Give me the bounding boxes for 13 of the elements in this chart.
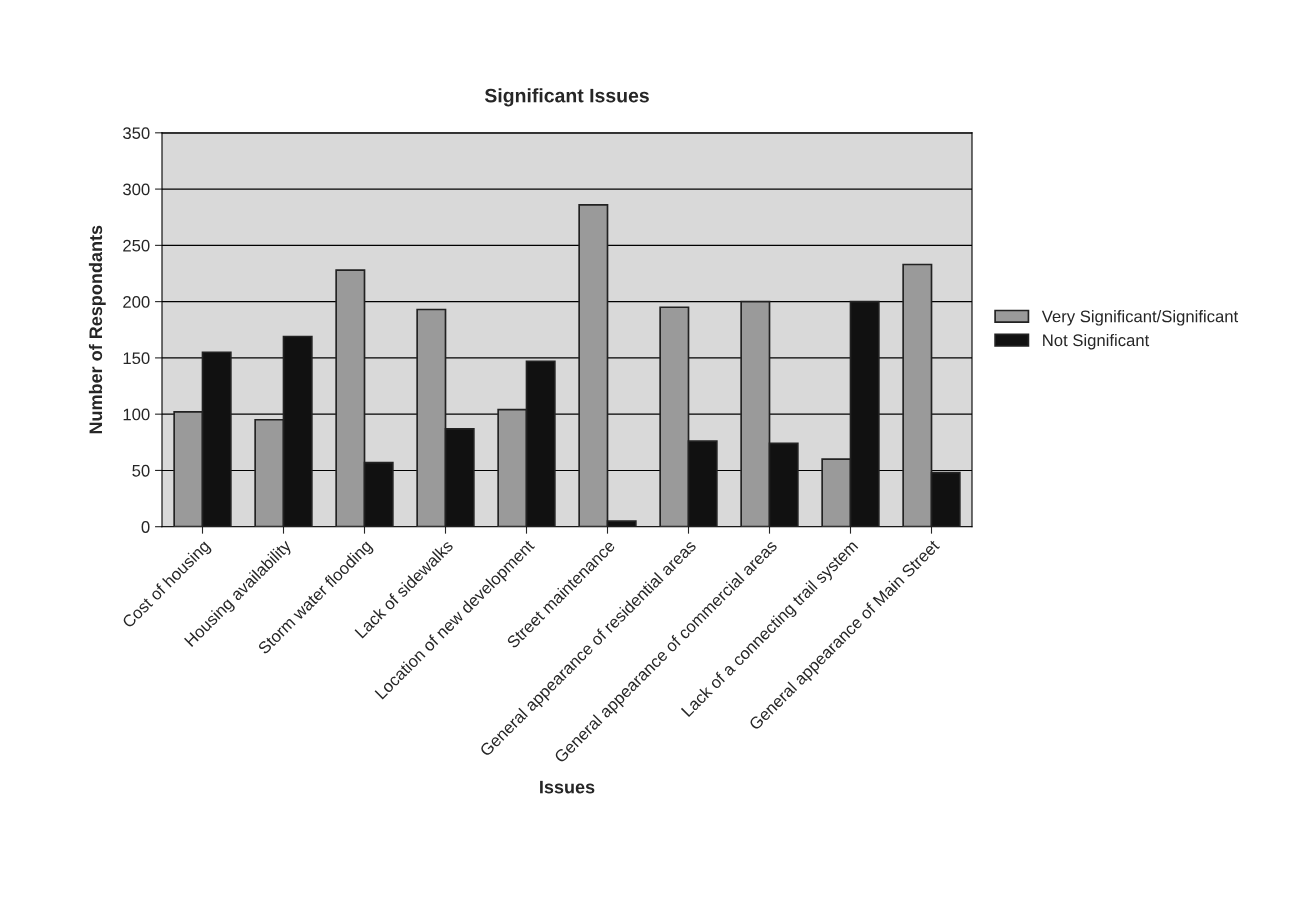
y-tick-label: 200 — [123, 296, 150, 308]
y-tick-label: 100 — [123, 408, 150, 421]
chart-title: Significant Issues — [484, 88, 649, 107]
y-tick-label: 0 — [141, 521, 150, 533]
y-axis-title: Number of Respondants — [88, 225, 106, 434]
y-tick-label: 250 — [123, 239, 150, 252]
legend-label: Very Significant/Significant — [1041, 310, 1239, 326]
y-tick-label: 50 — [132, 464, 150, 477]
y-tick-label: 300 — [123, 183, 150, 196]
y-tick-label: 350 — [123, 127, 150, 140]
legend-label: Not Significant — [1043, 333, 1150, 350]
x-axis-title: Issues — [540, 780, 595, 794]
y-tick-label: 150 — [123, 352, 150, 365]
